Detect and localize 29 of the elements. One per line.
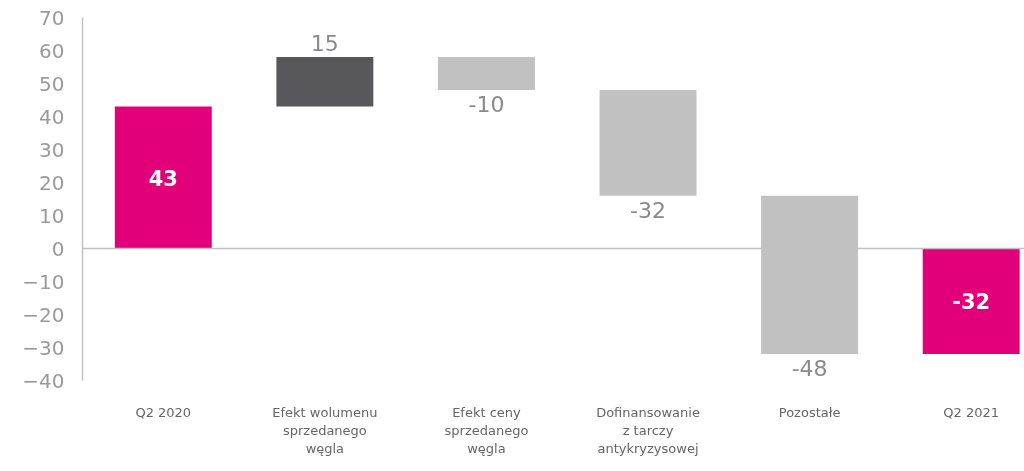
x-tick-label: Efekt ceny sprzedanego węgla xyxy=(444,404,529,456)
data-label: -10 xyxy=(468,92,505,118)
y-tick-label: 0 xyxy=(51,236,65,261)
x-tick-label: Pozostałe xyxy=(778,404,841,420)
x-tick-label: Q2 2020 xyxy=(135,404,192,420)
bar xyxy=(276,57,374,107)
y-tick-label: −30 xyxy=(22,335,65,360)
bar xyxy=(114,106,212,249)
y-tick-label: −40 xyxy=(22,368,65,393)
bar xyxy=(599,90,697,196)
x-tick-label: Q2 2021 xyxy=(943,404,1000,420)
y-tick-label: 60 xyxy=(39,38,65,63)
bar xyxy=(922,248,1020,355)
data-label: 15 xyxy=(310,31,339,57)
data-label: -32 xyxy=(952,290,991,315)
bar xyxy=(437,57,535,91)
x-tick-label: Efekt wolumenu sprzedanego węgla xyxy=(272,404,378,456)
data-label: -32 xyxy=(630,197,666,223)
y-tick-label: −10 xyxy=(22,269,65,294)
y-tick-label: −20 xyxy=(22,302,65,327)
y-tick-label: 40 xyxy=(39,104,65,129)
y-tick-label: 20 xyxy=(39,170,65,195)
data-label: 43 xyxy=(148,166,178,191)
y-tick-label: 70 xyxy=(39,5,65,30)
x-tick-label: Dofinansowanie z tarczy antykryzysowej xyxy=(596,404,700,456)
y-tick-label: 50 xyxy=(39,71,65,96)
y-tick-label: 30 xyxy=(39,137,65,162)
data-label: -48 xyxy=(791,356,828,382)
y-tick-label: 10 xyxy=(39,203,65,228)
